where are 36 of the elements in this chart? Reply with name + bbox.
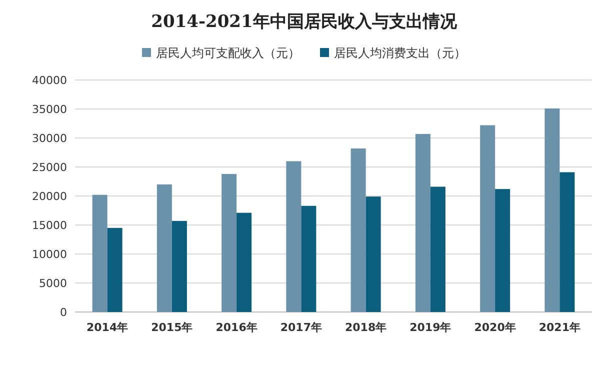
bar [222,174,237,312]
legend-label: 居民人均可支配收入（元） [156,46,300,60]
bar [415,134,430,312]
y-tick-label: 25000 [32,161,67,174]
bar [236,212,252,312]
x-tick-label: 2015年 [151,321,193,334]
y-tick-label: 5000 [39,277,67,290]
bar [544,108,560,312]
x-tick-label: 2021年 [538,321,580,334]
bar [301,206,316,312]
bar [430,186,446,312]
bar [92,194,108,312]
bar [286,161,302,312]
chart-title: 2014-2021年中国居民收入与支出情况 [151,12,458,32]
legend-label: 居民人均消费支出（元） [334,46,466,60]
bar [350,148,366,312]
y-tick-label: 15000 [32,219,67,232]
bar [366,196,381,312]
y-tick-label: 30000 [32,132,67,145]
bar [480,125,496,312]
y-tick-label: 0 [60,306,67,319]
x-tick-label: 2020年 [474,321,516,334]
bar [495,189,510,312]
x-tick-label: 2014年 [86,321,128,334]
x-tick-label: 2016年 [216,321,258,334]
y-tick-label: 35000 [32,103,67,116]
y-tick-label: 20000 [32,190,67,203]
bar [156,184,172,312]
y-tick-label: 40000 [32,74,67,87]
bar [107,228,122,312]
x-tick-label: 2017年 [280,321,322,334]
x-tick-label: 2019年 [410,321,452,334]
y-tick-label: 10000 [32,248,67,261]
bar [172,220,187,312]
x-tick-label: 2018年 [345,321,387,334]
bar [560,172,575,312]
